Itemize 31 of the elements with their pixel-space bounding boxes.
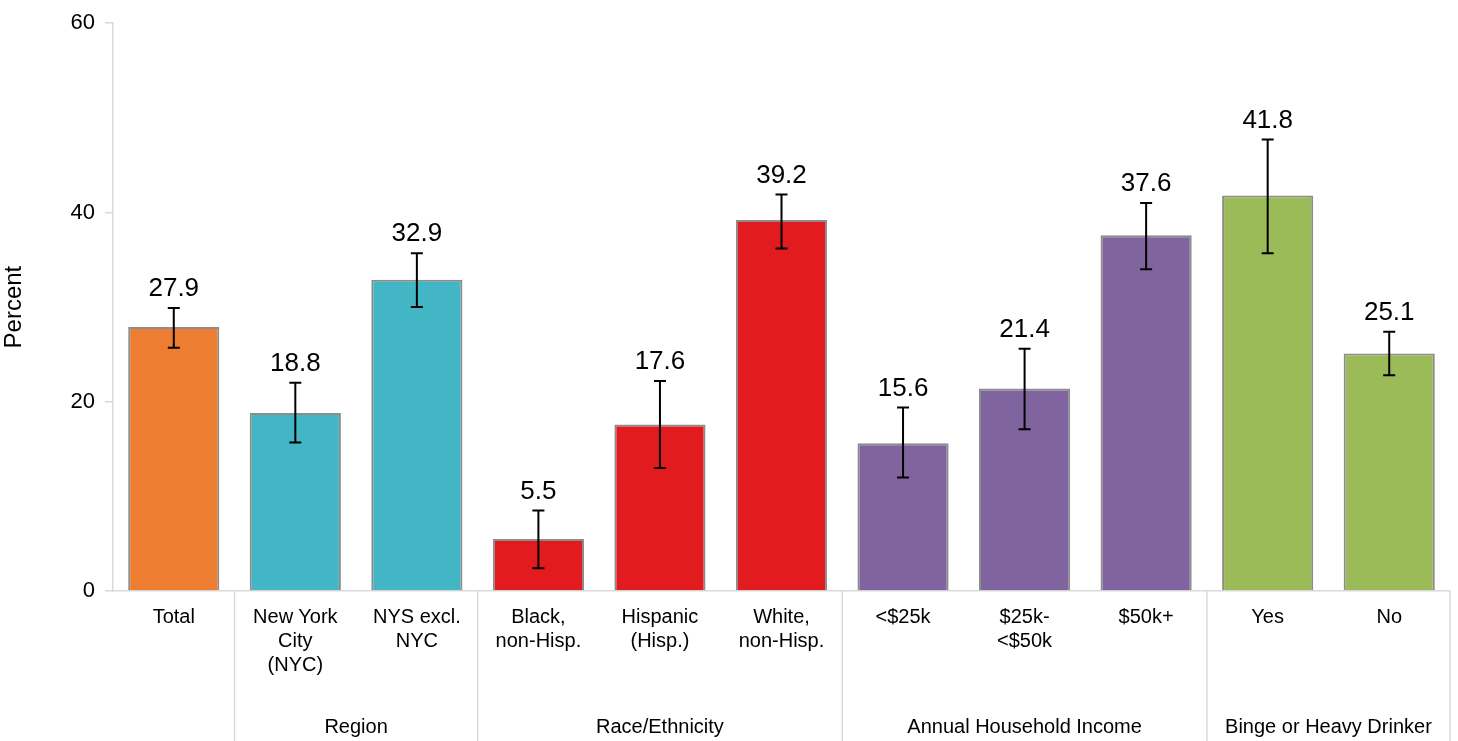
data-label: 15.6 (877, 371, 929, 402)
data-label: 41.8 (1242, 103, 1293, 134)
data-label: 39.2 (756, 158, 807, 189)
data-label: 25.1 (1363, 295, 1415, 326)
x-tick-label: No (1376, 604, 1403, 627)
y-tick-label: 40 (70, 198, 95, 224)
x-tick-label: White, non-Hisp. (738, 604, 825, 651)
text: Binge or Heavy Drinker (1225, 714, 1433, 737)
y-tick-label: 0 (82, 577, 95, 603)
y-tick-label: 20 (70, 387, 95, 413)
data-label: 21.4 (999, 312, 1050, 343)
data-label: 32.9 (391, 217, 443, 248)
text: Annual Household Income (907, 714, 1142, 737)
data-label: 17.6 (634, 345, 686, 376)
x-tick-label: <$25k (875, 604, 932, 627)
text: Region (324, 714, 388, 737)
y-axis-title: Percent (0, 265, 27, 349)
x-tick-label: New York City (NYC) (253, 604, 339, 675)
data-label: 5.5 (520, 474, 557, 505)
text: Race/Ethnicity (596, 714, 724, 737)
data-label: 18.8 (270, 346, 321, 377)
y-tick-label: 60 (70, 9, 95, 35)
data-label: 37.6 (1120, 167, 1172, 198)
x-tick-label: $25k-<$50k (997, 604, 1054, 651)
x-tick-label: $50k+ (1118, 604, 1174, 627)
x-tick-label: Hispanic (Hisp.) (621, 604, 699, 651)
x-tick-label: Yes (1251, 604, 1284, 627)
x-tick-label: Black, non-Hisp. (495, 604, 582, 651)
x-tick-label: Total (152, 604, 195, 627)
data-label: 27.9 (148, 272, 200, 303)
x-tick-label: NYS excl. NYC (372, 604, 461, 651)
